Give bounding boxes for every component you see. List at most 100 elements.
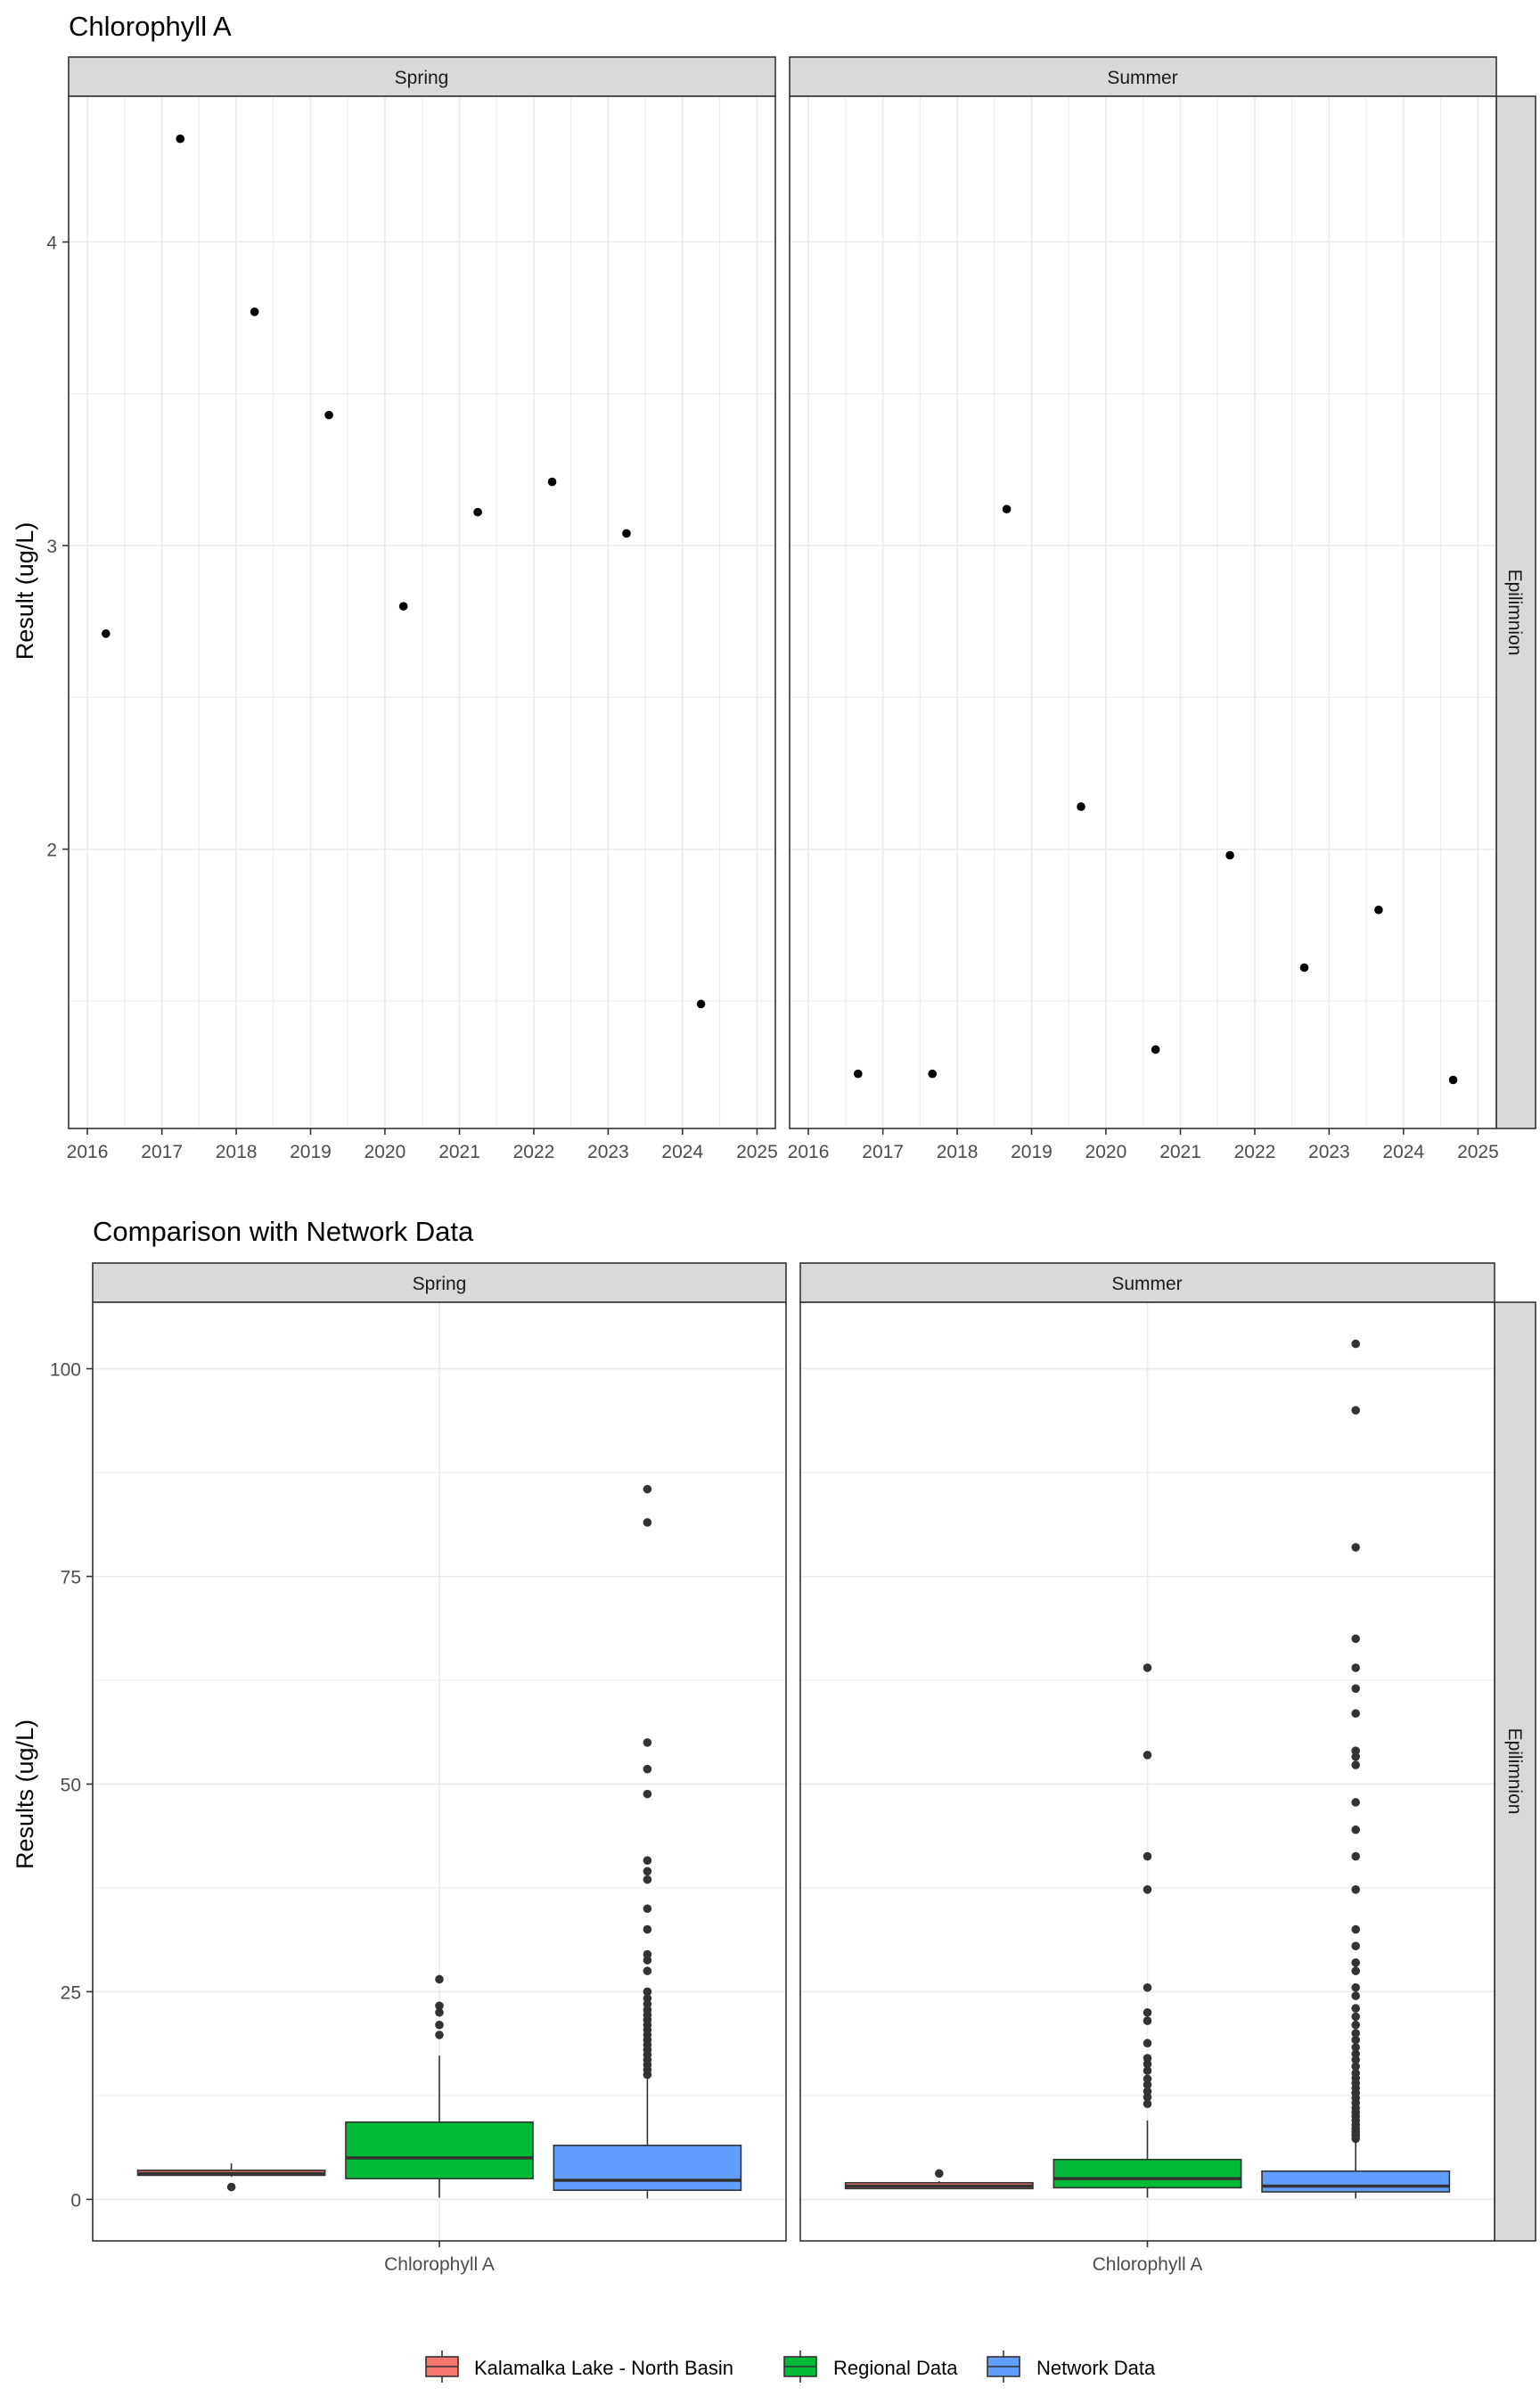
- x-tick-label: 2022: [513, 1142, 555, 1162]
- box-outlier: [643, 1966, 652, 1975]
- y-tick-label: 4: [46, 233, 57, 253]
- box-iqr: [345, 2121, 534, 2179]
- box-outlier: [1351, 1885, 1360, 1894]
- box-outlier: [226, 2182, 236, 2192]
- scatter-chart: Chlorophyll A Result (ug/L) Spring Summe…: [12, 11, 1536, 1162]
- x-tick-label: 2017: [862, 1142, 904, 1162]
- data-point: [1374, 905, 1383, 915]
- box-outlier: [435, 2001, 444, 2011]
- box-iqr: [1053, 2158, 1242, 2189]
- panel-summer-2-x-axis: Chlorophyll A: [1093, 2241, 1202, 2275]
- box-outlier: [1351, 1924, 1360, 1934]
- scatter-y-axis: 2 3 4: [46, 233, 69, 861]
- box-outlier: [1351, 2020, 1360, 2030]
- box-outlier: [1351, 1663, 1360, 1672]
- x-tick-label: 2022: [1234, 1142, 1276, 1162]
- y-tick-label: 2: [46, 841, 57, 861]
- panel-summer: 2016 2017 2018 2019 2020 2021 2022 2023 2024 2025: [788, 95, 1499, 1162]
- strip-summer-label: Summer: [1107, 68, 1177, 88]
- box-outlier: [1351, 1339, 1360, 1349]
- strip-epilimnion: [1495, 95, 1536, 1129]
- y-tick-label: 100: [50, 1360, 81, 1381]
- box-outlier: [1351, 1709, 1360, 1719]
- data-point: [324, 410, 333, 420]
- panel-spring-2: Chlorophyll A: [92, 1301, 787, 2275]
- panel-spring: 2016 2017 2018 2019 2020 2021 2022 2023 2024 2025: [67, 95, 778, 1162]
- data-point: [1077, 802, 1085, 811]
- box-outlier: [643, 1987, 652, 1997]
- y-tick-label: 75: [61, 1568, 81, 1588]
- x-tick-label: 2018: [216, 1142, 258, 1162]
- box-outlier: [1351, 2004, 1360, 2013]
- box-outlier: [643, 1518, 652, 1527]
- x-tick-label: 2016: [67, 1142, 109, 1162]
- box-outlier: [643, 1949, 652, 1959]
- x-tick-label: 2018: [937, 1142, 979, 1162]
- boxplot-chart: Comparison with Network Data Results (ug…: [12, 1216, 1536, 2383]
- box-outlier: [1351, 1684, 1360, 1694]
- panel-summer-grid: [790, 96, 1496, 1128]
- box-outlier: [1351, 1543, 1360, 1552]
- box-outlier: [1351, 1634, 1360, 1644]
- box-outlier: [1143, 1663, 1152, 1672]
- box-outlier: [1351, 2068, 1360, 2078]
- x-tick-label: 2020: [1085, 1142, 1127, 1162]
- data-point: [853, 1069, 863, 1079]
- box-outlier: [643, 1764, 652, 1774]
- y-tick-label: 0: [70, 2190, 81, 2211]
- x-tick-label: 2021: [438, 1142, 480, 1162]
- data-point: [1002, 505, 1012, 513]
- box-outlier: [643, 1856, 652, 1866]
- box-outlier: [643, 1924, 652, 1934]
- scatter-chart-y-label: Result (ug/L): [12, 522, 38, 661]
- strip-epilimnion-2: [1494, 1301, 1536, 2242]
- box-outlier: [643, 1994, 652, 2003]
- data-point: [696, 999, 706, 1009]
- box-kalamalka-lake-north-basin: [136, 2162, 326, 2192]
- legend-item-regional: Regional Data: [783, 2351, 958, 2383]
- box-outlier: [1351, 1746, 1360, 1756]
- box-outlier: [435, 2031, 444, 2039]
- box-outlier: [1143, 2007, 1152, 2017]
- box-outlier: [1351, 1825, 1360, 1834]
- legend-label-regional: Regional Data: [833, 2357, 958, 2379]
- data-point: [473, 507, 482, 517]
- boxplot-y-axis: 0 25 50 75 100: [50, 1360, 93, 2211]
- box-outlier: [643, 1789, 652, 1799]
- box-outlier: [435, 2020, 444, 2030]
- panel-summer-2: Chlorophyll A: [799, 1301, 1495, 2275]
- box-network-data: [1261, 1339, 1451, 2199]
- box-outlier: [1351, 1941, 1360, 1950]
- strip-summer: [789, 56, 1497, 97]
- strip-spring-2-label: Spring: [413, 1274, 467, 1294]
- x-tick-label: 2017: [141, 1142, 183, 1162]
- y-tick-label: 25: [61, 1982, 81, 2003]
- box-outlier: [643, 1738, 652, 1747]
- data-point: [622, 529, 631, 538]
- legend: Kalamalka Lake - North Basin Regional Da…: [425, 2351, 1156, 2383]
- strip-spring-2: [92, 1262, 787, 1303]
- y-tick-label: 50: [61, 1775, 81, 1795]
- box-regional-data: [1053, 1663, 1242, 2198]
- box-outlier: [1143, 2074, 1152, 2084]
- x-tick-label: 2021: [1159, 1142, 1201, 1162]
- box-outlier: [1351, 2043, 1360, 2052]
- data-point: [250, 308, 259, 316]
- box-outlier: [1351, 1851, 1360, 1861]
- box-outlier: [1351, 1991, 1360, 2000]
- x-category-label: Chlorophyll A: [384, 2254, 495, 2275]
- scatter-chart-title: Chlorophyll A: [69, 11, 232, 42]
- x-tick-label: 2024: [1382, 1142, 1424, 1162]
- panel-spring-x-axis: 2016 2017 2018 2019 2020 2021 2022 2023 2024 2025: [67, 1128, 778, 1162]
- box-outlier: [643, 1875, 652, 1884]
- box-outlier: [643, 1867, 652, 1876]
- box-outlier: [1351, 2029, 1360, 2038]
- x-tick-label: 2023: [1308, 1142, 1350, 1162]
- panel-summer-border: [789, 95, 1497, 1129]
- panel-spring-border: [68, 95, 776, 1129]
- x-tick-label: 2025: [1457, 1142, 1499, 1162]
- panel-spring-2-grid: [93, 1302, 786, 2241]
- box-outlier: [1351, 2062, 1360, 2072]
- data-point: [398, 602, 408, 611]
- panel-summer-2-boxes: [844, 1339, 1451, 2199]
